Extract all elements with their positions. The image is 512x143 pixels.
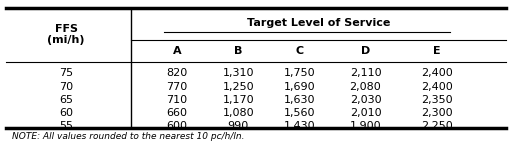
- Text: NOTE: All values rounded to the nearest 10 pc/h/ln.: NOTE: All values rounded to the nearest …: [12, 132, 244, 141]
- Text: 65: 65: [59, 95, 73, 105]
- Text: 2,080: 2,080: [350, 82, 381, 92]
- Text: 660: 660: [166, 108, 187, 118]
- Text: (mi/h): (mi/h): [47, 35, 85, 45]
- Text: 70: 70: [59, 82, 73, 92]
- Text: 600: 600: [166, 121, 187, 131]
- Text: 2,250: 2,250: [421, 121, 453, 131]
- Text: 770: 770: [166, 82, 188, 92]
- Text: FFS: FFS: [55, 24, 77, 34]
- Text: 1,630: 1,630: [284, 95, 315, 105]
- Text: 1,250: 1,250: [222, 82, 254, 92]
- Text: 60: 60: [59, 108, 73, 118]
- Text: 55: 55: [59, 121, 73, 131]
- Text: 1,690: 1,690: [284, 82, 315, 92]
- Text: Target Level of Service: Target Level of Service: [247, 18, 390, 28]
- Text: 2,400: 2,400: [421, 68, 453, 78]
- Text: 1,750: 1,750: [284, 68, 315, 78]
- Text: 2,010: 2,010: [350, 108, 381, 118]
- Text: 1,080: 1,080: [222, 108, 254, 118]
- Text: 2,300: 2,300: [421, 108, 453, 118]
- Text: 1,900: 1,900: [350, 121, 381, 131]
- Text: A: A: [173, 46, 181, 55]
- Text: B: B: [234, 46, 242, 55]
- Text: 1,560: 1,560: [284, 108, 315, 118]
- Text: 1,310: 1,310: [222, 68, 254, 78]
- Text: 710: 710: [166, 95, 187, 105]
- Text: 2,350: 2,350: [421, 95, 453, 105]
- Text: 990: 990: [227, 121, 249, 131]
- Text: E: E: [433, 46, 441, 55]
- Text: 1,430: 1,430: [284, 121, 315, 131]
- Text: 820: 820: [166, 68, 188, 78]
- Text: 2,030: 2,030: [350, 95, 381, 105]
- Text: 1,170: 1,170: [222, 95, 254, 105]
- Text: C: C: [295, 46, 303, 55]
- Text: 2,400: 2,400: [421, 82, 453, 92]
- Text: D: D: [361, 46, 370, 55]
- Text: 2,110: 2,110: [350, 68, 381, 78]
- Text: 75: 75: [59, 68, 73, 78]
